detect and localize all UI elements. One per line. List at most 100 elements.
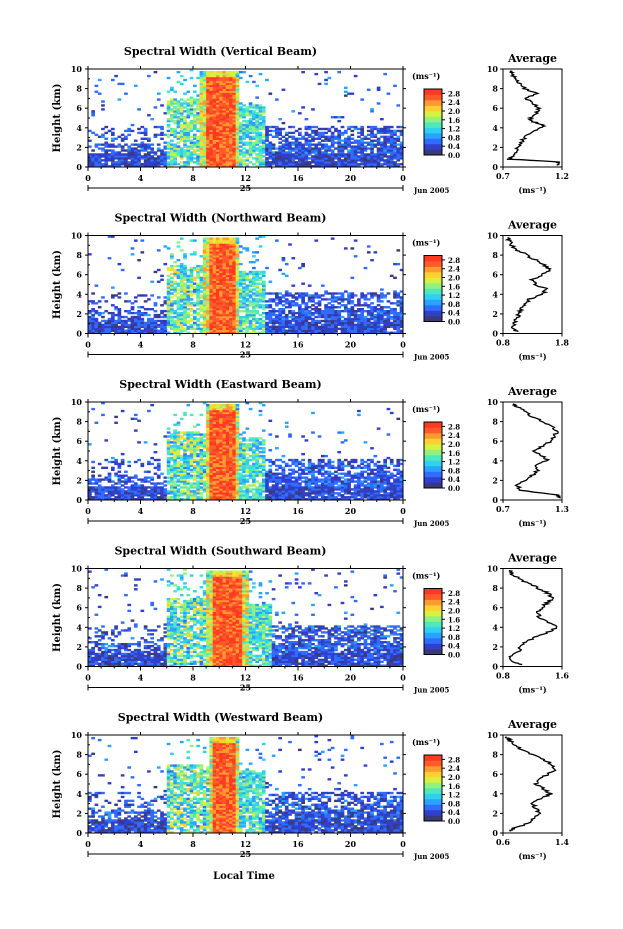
heatmap-cell [232, 84, 237, 88]
heatmap-cell [261, 133, 266, 137]
heatmap-cell [215, 296, 220, 299]
heatmap-cell [104, 165, 109, 168]
heatmap-cell [363, 321, 368, 325]
heatmap-cell [202, 302, 207, 305]
heatmap-cell [281, 145, 286, 148]
heatmap-cell [245, 308, 250, 311]
heatmap-cell [206, 82, 210, 86]
heatmap-cell [206, 145, 210, 148]
heatmap-cell [202, 94, 207, 97]
heatmap-cell [212, 123, 217, 127]
heatmap-cell [235, 245, 240, 248]
heatmap-cell [183, 468, 187, 471]
heatmap-cell [252, 311, 256, 315]
heatmap-cell [179, 329, 184, 332]
heatmap-cell [147, 145, 151, 148]
heatmap-cell [104, 325, 109, 329]
heatmap-cell [268, 145, 273, 148]
heatmap-cell [261, 331, 266, 334]
heatmap-cell [258, 319, 263, 323]
heatmap-cell [140, 319, 145, 323]
heatmap-cell [225, 135, 230, 138]
heatmap-cell [258, 153, 263, 156]
heatmap-cell [94, 421, 99, 424]
heatmap-cell [173, 472, 177, 475]
heatmap-cell [150, 161, 155, 164]
heatmap-cell [186, 127, 191, 131]
heatmap-cell [143, 323, 148, 327]
heatmap-cell [350, 163, 355, 166]
heatmap-cell [107, 478, 112, 481]
heatmap-cell [350, 327, 355, 330]
heatmap-cell [307, 163, 312, 166]
heatmap-cell [360, 153, 365, 156]
heatmap-cell [189, 490, 194, 493]
heatmap-cell [294, 317, 299, 321]
heatmap-cell [186, 496, 191, 499]
heatmap-cell [350, 145, 355, 148]
heatmap-cell [261, 161, 266, 164]
heatmap-cell [380, 296, 384, 299]
heatmap-cell [179, 116, 184, 119]
heatmap-cell [255, 108, 260, 111]
heatmap-cell [281, 161, 286, 164]
heatmap-cell [183, 480, 187, 483]
heatmap-cell [212, 300, 217, 303]
heatmap-cell [206, 153, 210, 156]
heatmap-cell [209, 114, 214, 117]
heatmap-cell [186, 108, 191, 111]
heatmap-cell [130, 323, 135, 327]
heatmap-cell [140, 325, 145, 329]
heatmap-cell [117, 486, 122, 489]
heatmap-cell [235, 98, 240, 101]
heatmap-cell [186, 315, 191, 319]
heatmap-cell [215, 331, 220, 334]
heatmap-cell [179, 161, 184, 164]
heatmap-cell [366, 311, 371, 315]
heatmap-cell [153, 466, 158, 470]
heatmap-cell [307, 127, 312, 131]
heatmap-cell [261, 292, 266, 295]
heatmap-cell [235, 96, 240, 99]
heatmap-cell [183, 121, 187, 125]
heatmap-cell [284, 141, 289, 144]
heatmap-cell [120, 163, 125, 166]
heatmap-cell [261, 284, 266, 287]
heatmap-cell [193, 441, 197, 444]
heatmap-cell [271, 329, 276, 332]
heatmap-cell [278, 311, 282, 315]
heatmap-cell [212, 304, 217, 307]
heatmap-cell [97, 155, 102, 158]
heatmap-cell [209, 92, 214, 95]
heatmap-cell [202, 98, 207, 101]
heatmap-cell [353, 331, 358, 334]
heatmap-cell [314, 147, 319, 150]
heatmap-cell [101, 127, 105, 131]
heatmap-cell [337, 157, 342, 160]
heatmap-cell [124, 149, 128, 152]
heatmap-cell [357, 143, 361, 146]
heatmap-cell [261, 147, 266, 150]
heatmap-cell [209, 141, 214, 144]
heatmap-cell [258, 151, 263, 154]
heatmap-cell [281, 143, 286, 146]
heatmap-cell [120, 137, 125, 140]
heatmap-cell [366, 306, 371, 309]
heatmap-cell [238, 309, 243, 313]
heatmap-cell [222, 151, 227, 154]
heatmap-cell [238, 321, 243, 325]
heatmap-cell [153, 325, 158, 329]
heatmap-cell [209, 104, 214, 107]
heatmap-cell [179, 480, 184, 483]
heatmap-cell [104, 439, 109, 442]
heatmap-cell [114, 151, 118, 154]
heatmap-cell [156, 125, 161, 129]
heatmap-cell [107, 155, 112, 158]
heatmap-cell [268, 331, 273, 334]
heatmap-cell [222, 319, 227, 323]
heatmap-cell [212, 241, 217, 244]
heatmap-cell [307, 153, 312, 156]
heatmap-cell [225, 137, 230, 140]
heatmap-cell [238, 102, 243, 105]
heatmap-cell [219, 141, 223, 144]
